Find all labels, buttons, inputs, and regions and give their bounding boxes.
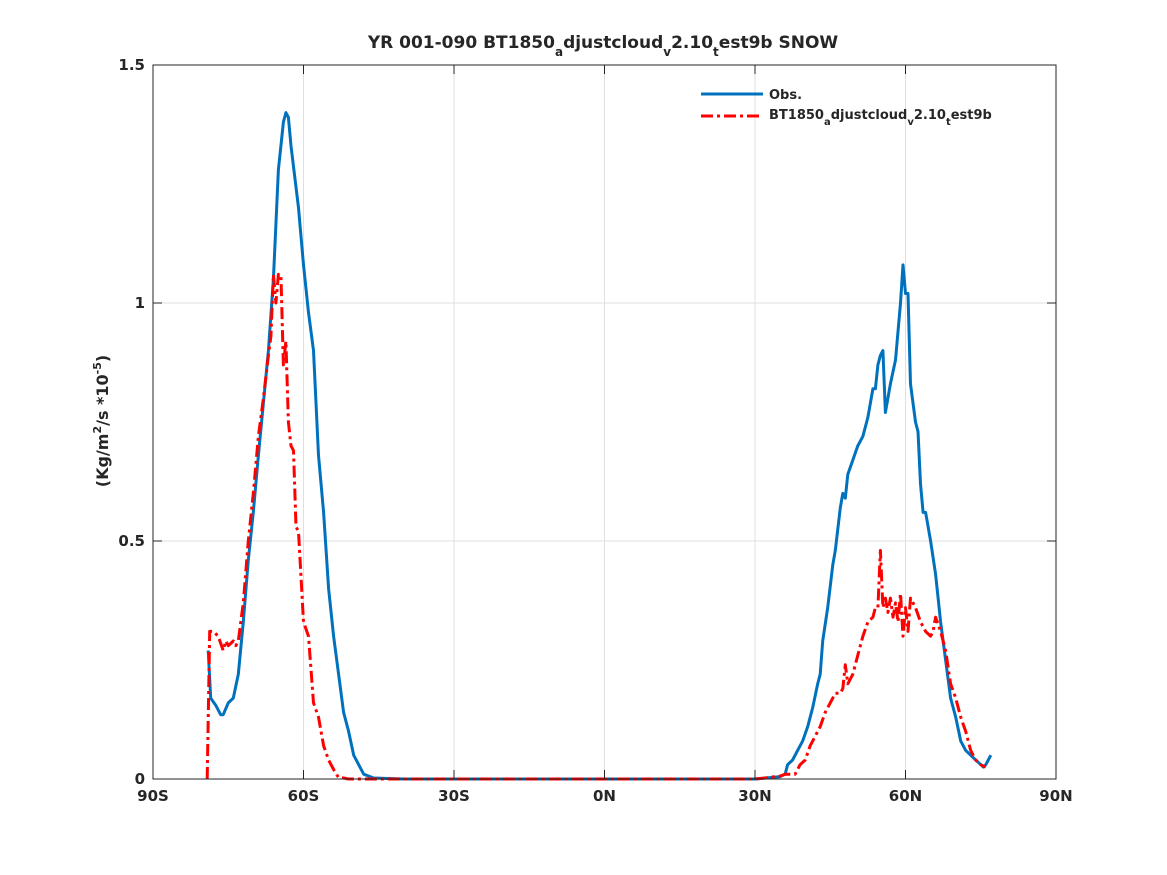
x-tick-label: 90N <box>1039 787 1072 805</box>
x-tick-label: 0N <box>593 787 616 805</box>
legend-label-obs: Obs. <box>769 88 802 103</box>
series-layer <box>205 111 993 781</box>
tick-marks <box>152 64 1057 780</box>
x-tick-label: 90S <box>137 787 169 805</box>
x-tick-label: 30S <box>438 787 470 805</box>
legend-label-model: BT1850adjustcloudv2.10test9b <box>769 108 992 128</box>
y-tick-labels: 0 0.5 1 1.5 <box>118 56 145 788</box>
chart-title: YR 001-090 BT1850adjustcloudv2.10test9b … <box>367 33 839 59</box>
x-tick-labels: 90S 60S 30S 0N 30N 60N 90N <box>137 787 1073 805</box>
series-line-model <box>205 272 987 781</box>
y-tick-label: 1.5 <box>118 56 145 74</box>
x-tick-label: 60S <box>288 787 320 805</box>
legend: Obs. BT1850adjustcloudv2.10test9b <box>701 88 992 128</box>
y-tick-label: 1 <box>135 294 145 312</box>
y-tick-label: 0.5 <box>118 532 145 550</box>
x-tick-label: 60N <box>889 787 922 805</box>
y-tick-label: 0 <box>135 770 145 788</box>
y-axis-label: (Kg/m2/s *10-5) <box>91 355 112 487</box>
series-line-obs <box>206 111 993 781</box>
x-tick-label: 30N <box>738 787 771 805</box>
